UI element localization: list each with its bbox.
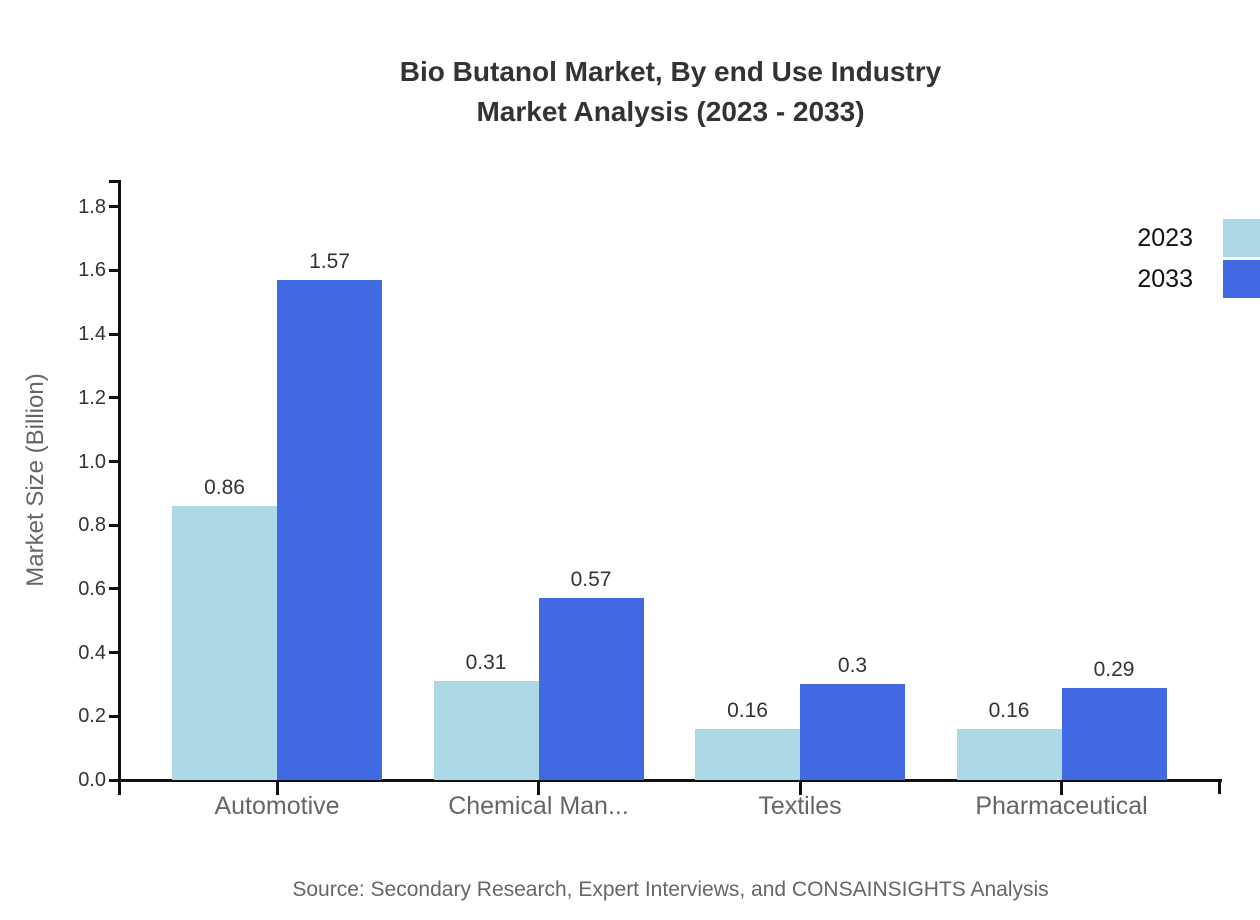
chart-title: Bio Butanol Market, By end Use Industry …: [120, 52, 1221, 132]
legend-label: 2023: [1137, 224, 1193, 252]
x-tick-mark: [1060, 781, 1063, 795]
bar-2033-automotive[interactable]: [277, 279, 382, 780]
y-tick-mark: [109, 714, 118, 718]
y-tick-label: 1.0: [78, 450, 106, 473]
chart-title-line-2: Market Analysis (2023 - 2033): [476, 96, 865, 127]
bar-value-label: 0.16: [727, 699, 768, 723]
x-tick-mark: [798, 781, 802, 795]
y-tick-mark: [109, 651, 118, 655]
bar-value-label: 0.31: [465, 651, 507, 675]
bar-2023-pharmaceutical[interactable]: [956, 729, 1062, 780]
y-tick-mark: [109, 396, 118, 400]
bar-value-label: 0.29: [1093, 657, 1135, 681]
bar-2023-automotive[interactable]: [172, 506, 277, 780]
y-axis-top-cap-tick: [109, 180, 118, 183]
x-axis-right-cap-tick: [1218, 779, 1221, 794]
bar-2023-chemical-man[interactable]: [433, 681, 539, 780]
bar-value-label: 0.57: [570, 568, 612, 592]
x-category-label-chemical-man: Chemical Man...: [448, 792, 629, 820]
y-tick-label: 1.6: [78, 259, 106, 282]
y-tick-label: 0.6: [78, 577, 106, 600]
bar-2023-textiles[interactable]: [695, 729, 800, 780]
bar-2033-textiles[interactable]: [800, 684, 905, 780]
y-tick-label: 1.4: [78, 323, 106, 346]
y-tick-mark: [109, 268, 118, 272]
x-category-label-automotive: Automotive: [214, 792, 340, 820]
y-tick-label: 0.2: [78, 705, 106, 728]
y-tick-mark: [109, 587, 118, 591]
x-tick-mark: [537, 781, 540, 795]
y-tick-label: 0.8: [78, 514, 106, 537]
y-tick-mark: [109, 523, 118, 527]
legend-label: 2033: [1137, 265, 1193, 293]
x-tick-mark: [275, 781, 279, 795]
bar-value-label: 0.86: [204, 476, 245, 500]
y-tick-label: 0.0: [78, 769, 106, 791]
y-axis-line: [118, 180, 121, 795]
legend-swatch: [1223, 219, 1260, 257]
y-tick-mark: [109, 332, 118, 336]
bar-value-label: 0.3: [837, 654, 868, 678]
legend-swatch: [1223, 260, 1260, 298]
bar-2033-chemical-man[interactable]: [538, 598, 644, 780]
x-category-label-pharmaceutical: Pharmaceutical: [975, 792, 1148, 820]
legend-item-2023[interactable]: 2023: [1003, 219, 1260, 257]
legend-item-2033[interactable]: 2033: [1003, 260, 1260, 298]
y-tick-label: 1.8: [78, 195, 106, 218]
y-tick-label: 0.4: [78, 641, 106, 664]
bar-value-label: 0.16: [988, 699, 1030, 723]
y-tick-mark: [109, 778, 118, 782]
y-tick-mark: [109, 460, 118, 463]
bar-value-label: 1.57: [309, 249, 350, 273]
x-category-label-textiles: Textiles: [758, 792, 842, 820]
chart-title-line-1: Bio Butanol Market, By end Use Industry: [399, 56, 942, 87]
y-tick-mark: [109, 205, 118, 209]
source-note: Source: Secondary Research, Expert Inter…: [292, 878, 1049, 901]
bar-2033-pharmaceutical[interactable]: [1061, 687, 1167, 780]
x-axis-line: [110, 779, 1222, 782]
y-tick-label: 1.2: [78, 386, 106, 409]
